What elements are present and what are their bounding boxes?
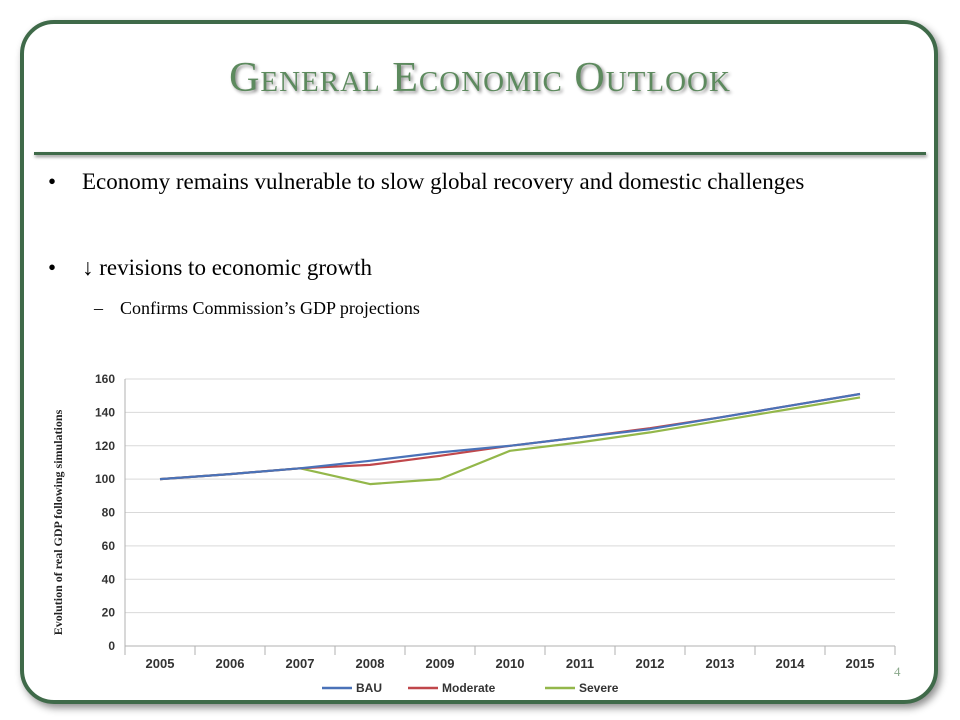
- y-tick-label: 100: [95, 472, 115, 486]
- sub-bullet-marker: –: [94, 298, 103, 318]
- y-tick-label: 80: [102, 506, 116, 520]
- x-tick-label: 2013: [706, 656, 735, 671]
- x-tick-label: 2009: [426, 656, 455, 671]
- sub-bullet-item: – Confirms Commission’s GDP projections: [94, 294, 420, 322]
- x-tick-label: 2007: [286, 656, 315, 671]
- bullet-item: • Economy remains vulnerable to slow glo…: [48, 165, 862, 199]
- y-tick-label: 140: [95, 405, 115, 419]
- x-tick-label: 2011: [566, 656, 594, 671]
- bullet-text: ↓ revisions to economic growth: [82, 255, 373, 280]
- gdp-line-chart: 0 20 40 60 80 100 120 140 160 2005 2006 2007 2008 200…: [51, 372, 896, 695]
- y-tick-label: 120: [95, 439, 115, 453]
- y-tick-label: 0: [108, 639, 115, 653]
- bullet-marker: •: [48, 169, 57, 194]
- x-tick-label: 2014: [776, 656, 806, 671]
- x-tick-label: 2008: [356, 656, 385, 671]
- legend-label-moderate: Moderate: [442, 681, 496, 695]
- bullet-marker: •: [48, 255, 57, 280]
- y-axis-label: Evolution of real GDP following simulati…: [51, 409, 65, 635]
- series-line-bau: [159, 392, 861, 481]
- y-tick-label: 20: [102, 606, 116, 620]
- x-tick-label: 2005: [146, 656, 175, 671]
- y-tick-label: 60: [102, 539, 116, 553]
- y-tick-label: 160: [95, 372, 115, 386]
- bullet-text: Economy remains vulnerable to slow globa…: [82, 169, 805, 194]
- x-tick-label: 2015: [846, 656, 875, 671]
- x-tick-label: 2012: [636, 656, 665, 671]
- bullet-item: • ↓ revisions to economic growth: [48, 251, 862, 285]
- series-line-moderate: [159, 392, 861, 481]
- sub-bullet-text: Confirms Commission’s GDP projections: [120, 298, 420, 318]
- legend-label-bau: BAU: [356, 681, 382, 695]
- title-divider: [34, 152, 926, 155]
- slide-title: General Economic Outlook: [229, 55, 731, 101]
- slide-frame: [20, 20, 938, 704]
- page-number: 4: [894, 664, 901, 679]
- legend-label-severe: Severe: [579, 681, 619, 695]
- x-tick-label: 2010: [496, 656, 525, 671]
- x-tick-label: 2006: [216, 656, 245, 671]
- y-tick-label: 40: [102, 572, 116, 586]
